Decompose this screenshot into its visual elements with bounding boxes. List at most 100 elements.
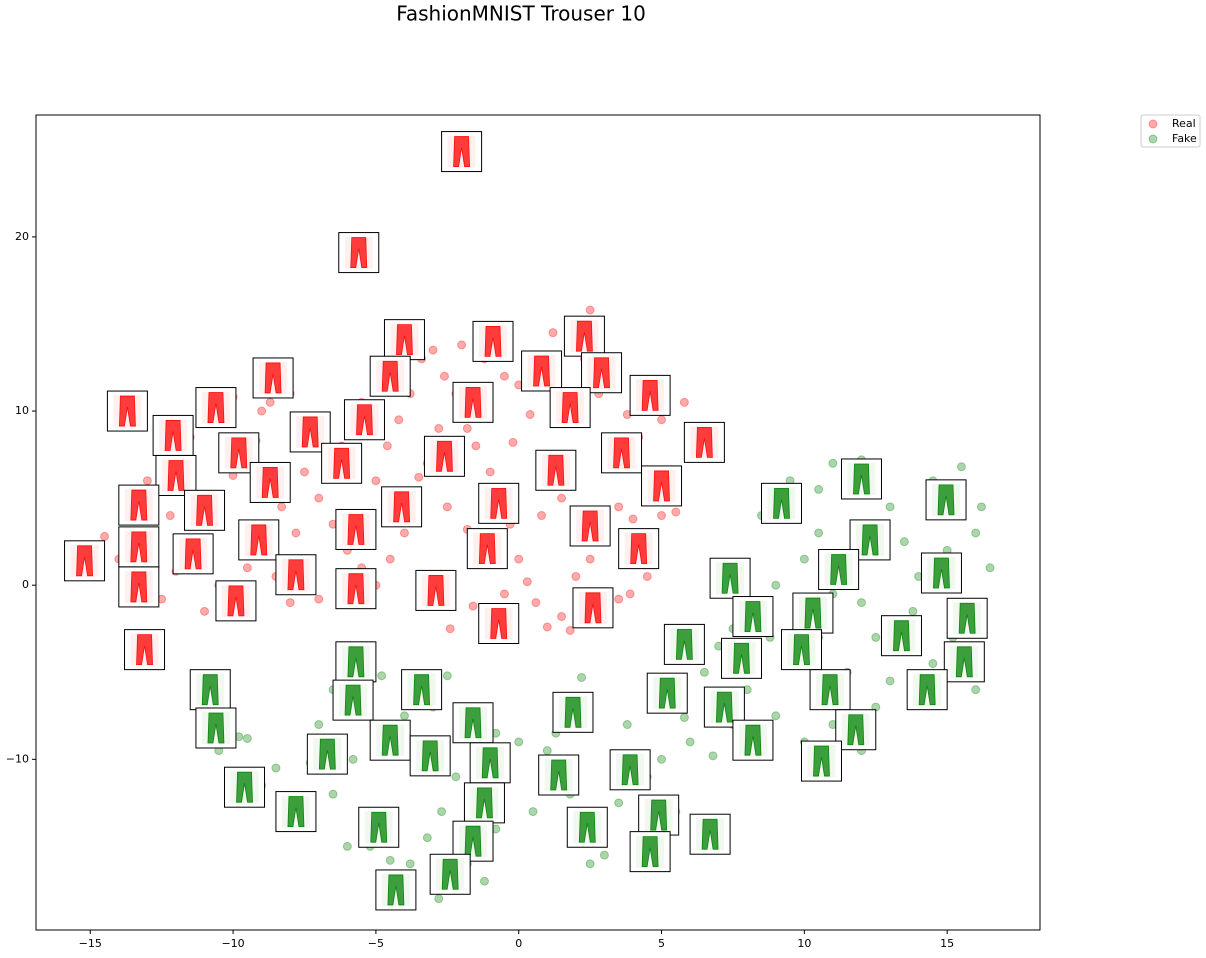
thumbnail bbox=[800, 740, 842, 782]
plot-frame bbox=[35, 114, 1041, 931]
thumbnail-trouser bbox=[421, 740, 439, 772]
thumbnail-frame bbox=[195, 387, 237, 429]
thumbnail-trouser bbox=[593, 357, 610, 389]
thumbnail-trouser bbox=[830, 554, 848, 585]
scatter-point bbox=[856, 598, 866, 608]
thumbnail-trouser bbox=[130, 571, 148, 603]
scatter-point bbox=[885, 676, 895, 686]
scatter-point bbox=[468, 601, 478, 611]
thumbnail bbox=[306, 733, 348, 775]
scatter-point bbox=[814, 528, 824, 538]
thumbnail-trouser bbox=[584, 592, 602, 624]
thumbnail bbox=[663, 623, 705, 665]
thumbnail-trouser bbox=[804, 597, 822, 629]
thumbnail bbox=[478, 482, 520, 524]
thumbnail bbox=[375, 869, 417, 911]
thumbnail bbox=[335, 641, 377, 683]
scatter-point bbox=[314, 493, 324, 503]
scatter-point bbox=[399, 528, 409, 538]
plot-area bbox=[64, 131, 995, 911]
thumbnail bbox=[195, 707, 237, 749]
scatter-point bbox=[428, 345, 438, 355]
thumbnail bbox=[369, 355, 411, 397]
thumbnail bbox=[401, 669, 443, 711]
thumbnail-trouser bbox=[918, 674, 936, 706]
scatter-point bbox=[382, 441, 392, 451]
thumbnail-trouser bbox=[533, 355, 550, 387]
scatter-point bbox=[585, 859, 595, 869]
thumbnail-trouser bbox=[821, 674, 839, 706]
thumbnail-trouser bbox=[396, 324, 413, 356]
thumbnail-trouser bbox=[118, 395, 136, 427]
thumbnail-trouser bbox=[381, 360, 399, 392]
thumbnail bbox=[463, 782, 505, 824]
thumbnail-trouser bbox=[715, 691, 733, 723]
thumbnail bbox=[732, 596, 774, 638]
scatter-point bbox=[628, 514, 638, 524]
thumbnail-trouser bbox=[476, 787, 493, 819]
thumbnail-trouser bbox=[744, 601, 762, 632]
thumbnail bbox=[689, 813, 731, 855]
scatter-point bbox=[271, 763, 281, 773]
scatter-point bbox=[142, 476, 152, 486]
scatter-point bbox=[442, 502, 452, 512]
scatter-point bbox=[548, 328, 558, 338]
scatter-point bbox=[599, 850, 609, 860]
thumbnail bbox=[835, 709, 877, 751]
thumbnail bbox=[581, 352, 623, 394]
thumbnail bbox=[409, 735, 451, 777]
thumbnail bbox=[946, 597, 988, 639]
thumbnail bbox=[566, 806, 608, 848]
thumbnail bbox=[840, 458, 882, 500]
legend-marker bbox=[1148, 134, 1158, 144]
x-tick-label: −5 bbox=[368, 937, 384, 950]
scatter-point bbox=[499, 371, 509, 381]
thumbnail bbox=[920, 552, 962, 594]
scatter-point bbox=[976, 502, 986, 512]
thumbnail-trouser bbox=[344, 684, 362, 716]
thumbnail bbox=[721, 637, 763, 679]
thumbnail bbox=[441, 131, 483, 173]
thumbnail bbox=[249, 461, 291, 503]
scatter-point bbox=[399, 711, 409, 721]
thumbnail-trouser bbox=[318, 738, 336, 770]
thumbnail bbox=[641, 465, 683, 507]
thumbnail bbox=[195, 387, 237, 429]
thumbnail-trouser bbox=[287, 796, 305, 827]
thumbnail-trouser bbox=[347, 573, 365, 605]
scatter-point bbox=[622, 720, 632, 730]
thumbnail-trouser bbox=[701, 818, 719, 850]
thumbnail bbox=[629, 374, 671, 416]
scatter-point bbox=[479, 876, 489, 886]
scatter-point bbox=[771, 711, 781, 721]
thumbnail bbox=[343, 399, 385, 441]
thumbnail bbox=[338, 232, 380, 274]
scatter-point bbox=[771, 580, 781, 590]
thumbnail bbox=[646, 672, 688, 714]
scatter-point bbox=[442, 671, 452, 681]
scatter-point bbox=[457, 340, 467, 350]
thumbnail-trouser bbox=[184, 538, 202, 570]
scatter-point bbox=[342, 841, 352, 851]
thumbnail-trouser bbox=[481, 747, 499, 779]
scatter-point bbox=[699, 667, 709, 677]
x-tick-label: 5 bbox=[658, 937, 665, 950]
thumbnail-trouser bbox=[773, 487, 790, 519]
thumbnail-frame bbox=[172, 533, 214, 575]
thumbnail bbox=[383, 319, 425, 361]
thumbnail bbox=[709, 557, 751, 599]
scatter-point bbox=[242, 733, 252, 743]
thumbnail bbox=[535, 449, 577, 491]
thumbnail-trouser bbox=[847, 714, 865, 746]
thumbnail-trouser bbox=[641, 379, 659, 411]
thumbnail-trouser bbox=[733, 642, 750, 674]
thumbnail-trouser bbox=[464, 386, 482, 418]
thumbnail bbox=[224, 766, 266, 808]
thumbnail-trouser bbox=[721, 562, 739, 594]
thumbnail-trouser bbox=[196, 494, 213, 526]
thumbnail bbox=[381, 486, 423, 528]
thumbnail-trouser bbox=[164, 420, 182, 451]
scatter-point bbox=[679, 713, 689, 723]
thumbnail-trouser bbox=[76, 545, 93, 577]
